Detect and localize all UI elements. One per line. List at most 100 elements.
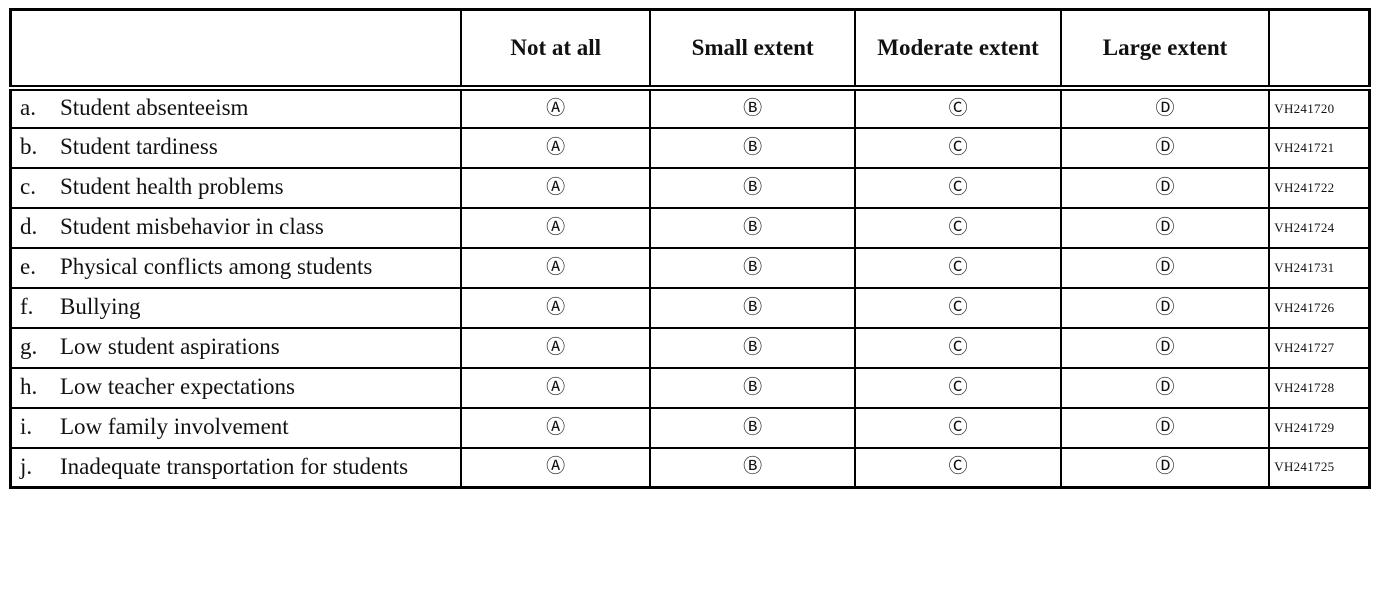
row-text: Student absenteeism xyxy=(60,95,249,121)
item-code: VH241729 xyxy=(1268,406,1371,449)
option-bubble[interactable]: Ⓑ xyxy=(743,175,763,198)
row-text: Low family involvement xyxy=(60,414,289,440)
option-bubble[interactable]: Ⓒ xyxy=(948,215,968,238)
item-code: VH241721 xyxy=(1268,126,1371,169)
option-cell-not-at-all: Ⓐ xyxy=(460,126,651,169)
option-cell-not-at-all: Ⓐ xyxy=(460,326,651,369)
option-bubble[interactable]: Ⓑ xyxy=(743,415,763,438)
option-bubble[interactable]: Ⓑ xyxy=(743,335,763,358)
option-cell-large-extent: Ⓓ xyxy=(1059,246,1271,289)
table-row: d. Student misbehavior in class Ⓐ Ⓑ Ⓒ Ⓓ … xyxy=(9,206,1371,249)
column-header-large-extent: Large extent xyxy=(1059,8,1271,91)
option-bubble[interactable]: Ⓒ xyxy=(948,96,968,119)
option-cell-moderate-extent: Ⓒ xyxy=(854,246,1062,289)
option-bubble[interactable]: Ⓑ xyxy=(743,135,763,158)
table-row: h. Low teacher expectations Ⓐ Ⓑ Ⓒ Ⓓ VH24… xyxy=(9,366,1371,409)
row-text: Student tardiness xyxy=(60,134,218,160)
option-bubble[interactable]: Ⓐ xyxy=(546,455,566,478)
option-bubble[interactable]: Ⓐ xyxy=(546,415,566,438)
option-bubble[interactable]: Ⓑ xyxy=(743,215,763,238)
table-row: a. Student absenteeism Ⓐ Ⓑ Ⓒ Ⓓ VH241720 xyxy=(9,86,1371,129)
option-bubble[interactable]: Ⓓ xyxy=(1155,375,1175,398)
option-bubble[interactable]: Ⓐ xyxy=(546,175,566,198)
option-cell-moderate-extent: Ⓒ xyxy=(854,206,1062,249)
option-bubble[interactable]: Ⓒ xyxy=(948,255,968,278)
header-code-cell xyxy=(1268,8,1371,91)
option-cell-small-extent: Ⓑ xyxy=(648,286,857,329)
row-label: g. Low student aspirations xyxy=(20,334,454,360)
row-label: e. Physical conflicts among students xyxy=(20,254,454,280)
row-letter: a. xyxy=(20,95,36,121)
option-bubble[interactable]: Ⓐ xyxy=(546,96,566,119)
header-row: Not at all Small extent Moderate extent … xyxy=(9,8,1371,91)
option-bubble[interactable]: Ⓐ xyxy=(546,255,566,278)
option-bubble[interactable]: Ⓓ xyxy=(1155,295,1175,318)
option-bubble[interactable]: Ⓐ xyxy=(546,335,566,358)
row-label-cell: g. Low student aspirations xyxy=(9,326,463,369)
row-text: Bullying xyxy=(60,294,141,320)
row-label-cell: d. Student misbehavior in class xyxy=(9,206,463,249)
option-bubble[interactable]: Ⓓ xyxy=(1155,255,1175,278)
option-bubble[interactable]: Ⓑ xyxy=(743,295,763,318)
row-label: b. Student tardiness xyxy=(20,134,454,160)
row-label: j. Inadequate transportation for student… xyxy=(20,454,454,480)
option-bubble[interactable]: Ⓒ xyxy=(948,175,968,198)
option-cell-large-extent: Ⓓ xyxy=(1059,326,1271,369)
option-cell-small-extent: Ⓑ xyxy=(648,126,857,169)
row-label-cell: f. Bullying xyxy=(9,286,463,329)
table-row: g. Low student aspirations Ⓐ Ⓑ Ⓒ Ⓓ VH241… xyxy=(9,326,1371,369)
option-cell-not-at-all: Ⓐ xyxy=(460,246,651,289)
row-label-cell: h. Low teacher expectations xyxy=(9,366,463,409)
option-bubble[interactable]: Ⓐ xyxy=(546,215,566,238)
option-bubble[interactable]: Ⓒ xyxy=(948,415,968,438)
option-cell-small-extent: Ⓑ xyxy=(648,446,857,489)
option-cell-moderate-extent: Ⓒ xyxy=(854,166,1062,209)
table-row: c. Student health problems Ⓐ Ⓑ Ⓒ Ⓓ VH241… xyxy=(9,166,1371,209)
option-cell-small-extent: Ⓑ xyxy=(648,326,857,369)
option-bubble[interactable]: Ⓓ xyxy=(1155,415,1175,438)
column-header-small-extent: Small extent xyxy=(648,8,857,91)
row-label: h. Low teacher expectations xyxy=(20,374,454,400)
option-cell-not-at-all: Ⓐ xyxy=(460,206,651,249)
option-cell-large-extent: Ⓓ xyxy=(1059,446,1271,489)
option-bubble[interactable]: Ⓒ xyxy=(948,335,968,358)
row-label-cell: i. Low family involvement xyxy=(9,406,463,449)
option-cell-not-at-all: Ⓐ xyxy=(460,86,651,129)
option-bubble[interactable]: Ⓒ xyxy=(948,375,968,398)
option-bubble[interactable]: Ⓒ xyxy=(948,295,968,318)
row-label-cell: c. Student health problems xyxy=(9,166,463,209)
option-bubble[interactable]: Ⓒ xyxy=(948,135,968,158)
option-bubble[interactable]: Ⓑ xyxy=(743,255,763,278)
option-cell-small-extent: Ⓑ xyxy=(648,206,857,249)
row-text: Low teacher expectations xyxy=(60,374,295,400)
option-bubble[interactable]: Ⓐ xyxy=(546,375,566,398)
option-bubble[interactable]: Ⓑ xyxy=(743,375,763,398)
option-cell-not-at-all: Ⓐ xyxy=(460,446,651,489)
option-bubble[interactable]: Ⓓ xyxy=(1155,175,1175,198)
option-cell-large-extent: Ⓓ xyxy=(1059,286,1271,329)
item-code: VH241731 xyxy=(1268,246,1371,289)
option-cell-moderate-extent: Ⓒ xyxy=(854,326,1062,369)
option-bubble[interactable]: Ⓓ xyxy=(1155,135,1175,158)
option-cell-large-extent: Ⓓ xyxy=(1059,126,1271,169)
row-letter: b. xyxy=(20,134,38,160)
option-cell-small-extent: Ⓑ xyxy=(648,166,857,209)
row-text: Inadequate transportation for students xyxy=(60,454,409,480)
table-row: e. Physical conflicts among students Ⓐ Ⓑ… xyxy=(9,246,1371,289)
option-bubble[interactable]: Ⓓ xyxy=(1155,96,1175,119)
row-label: f. Bullying xyxy=(20,294,454,320)
option-cell-large-extent: Ⓓ xyxy=(1059,86,1271,129)
option-bubble[interactable]: Ⓐ xyxy=(546,295,566,318)
survey-table: Not at all Small extent Moderate extent … xyxy=(9,8,1371,489)
option-bubble[interactable]: Ⓓ xyxy=(1155,215,1175,238)
option-bubble[interactable]: Ⓐ xyxy=(546,135,566,158)
option-bubble[interactable]: Ⓓ xyxy=(1155,455,1175,478)
option-bubble[interactable]: Ⓑ xyxy=(743,96,763,119)
item-code: VH241728 xyxy=(1268,366,1371,409)
option-cell-large-extent: Ⓓ xyxy=(1059,206,1271,249)
option-bubble[interactable]: Ⓓ xyxy=(1155,335,1175,358)
row-letter: g. xyxy=(20,334,38,360)
option-bubble[interactable]: Ⓒ xyxy=(948,455,968,478)
option-bubble[interactable]: Ⓑ xyxy=(743,455,763,478)
row-label-cell: e. Physical conflicts among students xyxy=(9,246,463,289)
